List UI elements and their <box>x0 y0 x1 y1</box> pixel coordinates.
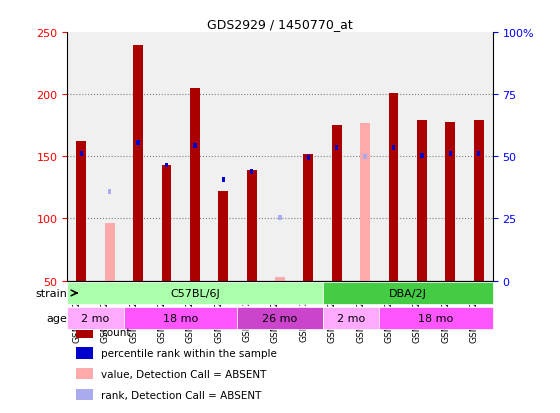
FancyBboxPatch shape <box>67 282 323 304</box>
Text: age: age <box>46 313 67 323</box>
Bar <box>445 122 455 281</box>
Bar <box>76 368 93 380</box>
Bar <box>417 121 427 281</box>
Text: 18 mo: 18 mo <box>163 313 198 323</box>
Bar <box>133 45 143 281</box>
Bar <box>360 123 370 281</box>
Bar <box>76 327 93 338</box>
Bar <box>137 141 140 146</box>
Bar <box>190 89 200 281</box>
Bar <box>278 215 282 220</box>
Bar <box>389 94 399 281</box>
Text: DBA/2J: DBA/2J <box>389 288 427 298</box>
FancyBboxPatch shape <box>124 307 237 329</box>
Text: 18 mo: 18 mo <box>418 313 454 323</box>
Text: percentile rank within the sample: percentile rank within the sample <box>101 348 277 358</box>
Text: strain: strain <box>35 288 67 298</box>
Text: 2 mo: 2 mo <box>81 313 110 323</box>
Bar <box>193 143 197 148</box>
Bar <box>250 169 253 174</box>
Bar <box>477 152 480 157</box>
Bar <box>105 224 115 281</box>
Bar <box>76 389 93 400</box>
Text: 26 mo: 26 mo <box>263 313 297 323</box>
FancyBboxPatch shape <box>323 307 379 329</box>
Bar <box>76 142 86 281</box>
Bar <box>165 163 168 168</box>
Bar <box>307 156 310 161</box>
Bar <box>222 178 225 183</box>
FancyBboxPatch shape <box>323 282 493 304</box>
Bar <box>108 189 111 194</box>
Text: count: count <box>101 327 130 337</box>
Bar <box>332 126 342 281</box>
Bar <box>420 153 423 158</box>
Bar <box>80 152 83 157</box>
Bar <box>161 166 171 281</box>
Text: C57BL/6J: C57BL/6J <box>170 288 220 298</box>
Bar <box>449 152 452 157</box>
Text: value, Detection Call = ABSENT: value, Detection Call = ABSENT <box>101 369 267 379</box>
Title: GDS2929 / 1450770_at: GDS2929 / 1450770_at <box>207 17 353 31</box>
Text: 2 mo: 2 mo <box>337 313 365 323</box>
Bar <box>304 154 314 281</box>
FancyBboxPatch shape <box>67 307 124 329</box>
Bar <box>474 121 484 281</box>
Bar <box>218 192 228 281</box>
FancyBboxPatch shape <box>237 307 323 329</box>
Bar <box>392 146 395 151</box>
Bar <box>275 277 285 281</box>
Bar <box>76 347 93 358</box>
Bar <box>246 171 256 281</box>
FancyBboxPatch shape <box>379 307 493 329</box>
Bar <box>363 154 367 159</box>
Bar <box>335 146 338 151</box>
Text: rank, Detection Call = ABSENT: rank, Detection Call = ABSENT <box>101 390 262 400</box>
